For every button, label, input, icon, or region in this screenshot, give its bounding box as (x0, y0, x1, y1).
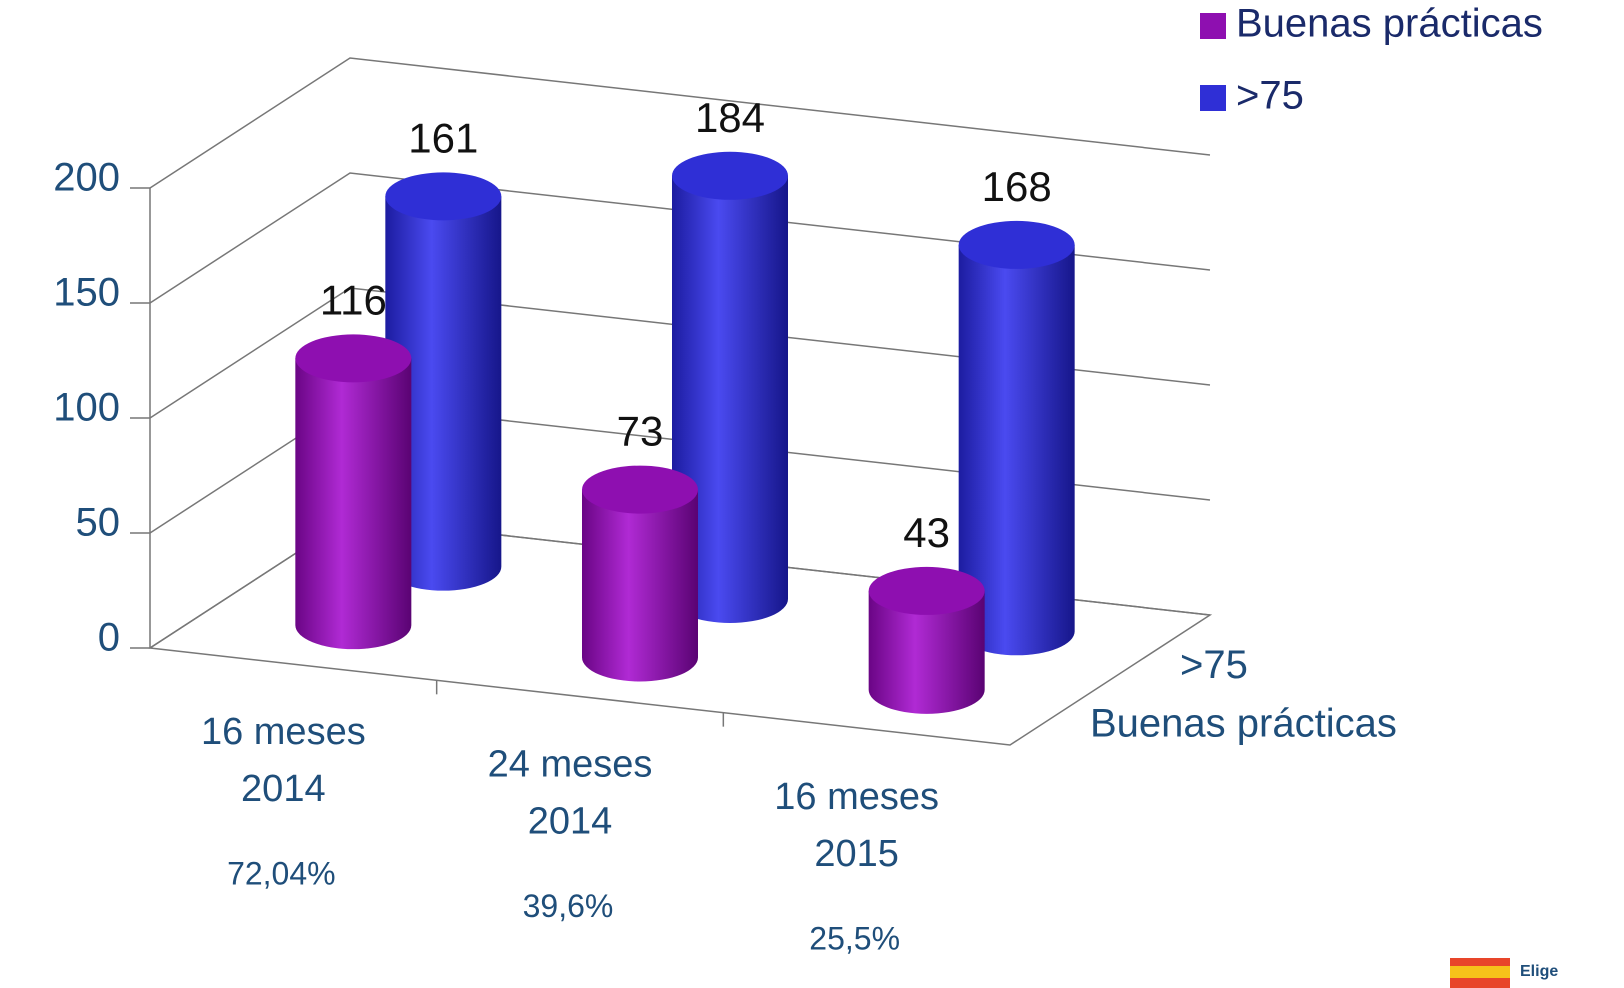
bar (295, 334, 412, 650)
bar (868, 566, 985, 714)
bar-top (672, 151, 788, 200)
x-tick-label: 2015 (814, 833, 899, 875)
annotation: 39,6% (523, 888, 614, 924)
y-tick-label: 50 (76, 501, 121, 545)
y-tick-label: 0 (98, 616, 120, 660)
bar-body (868, 590, 985, 714)
y-tick-label: 200 (53, 156, 120, 200)
bar (582, 465, 698, 682)
bar-body (672, 175, 788, 624)
bar-body (295, 358, 412, 650)
bar-top (385, 172, 502, 221)
value-label: 168 (982, 163, 1052, 210)
bar-top (958, 220, 1075, 269)
value-label: 116 (320, 276, 387, 323)
value-label: 43 (903, 509, 950, 556)
annotation: 25,5% (809, 920, 900, 956)
logo-text: Elige (1520, 963, 1558, 980)
depth-label: >75 (1180, 643, 1248, 687)
y-tick-label: 100 (53, 386, 120, 430)
bar (958, 220, 1075, 656)
legend-swatch (1200, 85, 1226, 111)
bar-top (868, 566, 985, 615)
legend-label: Buenas prácticas (1236, 2, 1543, 46)
x-tick-label: 2014 (528, 801, 613, 843)
bar-top (582, 465, 698, 514)
grid-line (149, 287, 1211, 419)
x-tick-label: 2014 (241, 768, 326, 810)
logo-flag-band (1450, 966, 1510, 978)
x-tick-label: 24 meses (488, 744, 653, 786)
logo: Elige (1450, 958, 1558, 988)
grid-line (149, 172, 1211, 304)
x-tick-label: 16 meses (201, 711, 366, 753)
value-label: 161 (408, 114, 478, 161)
bar-top (295, 334, 412, 383)
value-label: 184 (695, 94, 765, 141)
annotation: 72,04% (227, 856, 336, 892)
value-label: 73 (617, 408, 664, 455)
grid-line (149, 57, 1211, 189)
x-tick-label: 16 meses (774, 776, 939, 818)
bar-body (958, 244, 1075, 656)
depth-label: Buenas prácticas (1090, 702, 1397, 746)
y-tick-label: 150 (53, 271, 120, 315)
legend-label: >75 (1236, 74, 1304, 118)
bar-body (582, 489, 698, 682)
legend-swatch (1200, 13, 1226, 39)
bar (672, 151, 788, 624)
bar-body (385, 196, 502, 591)
bar (385, 172, 502, 591)
